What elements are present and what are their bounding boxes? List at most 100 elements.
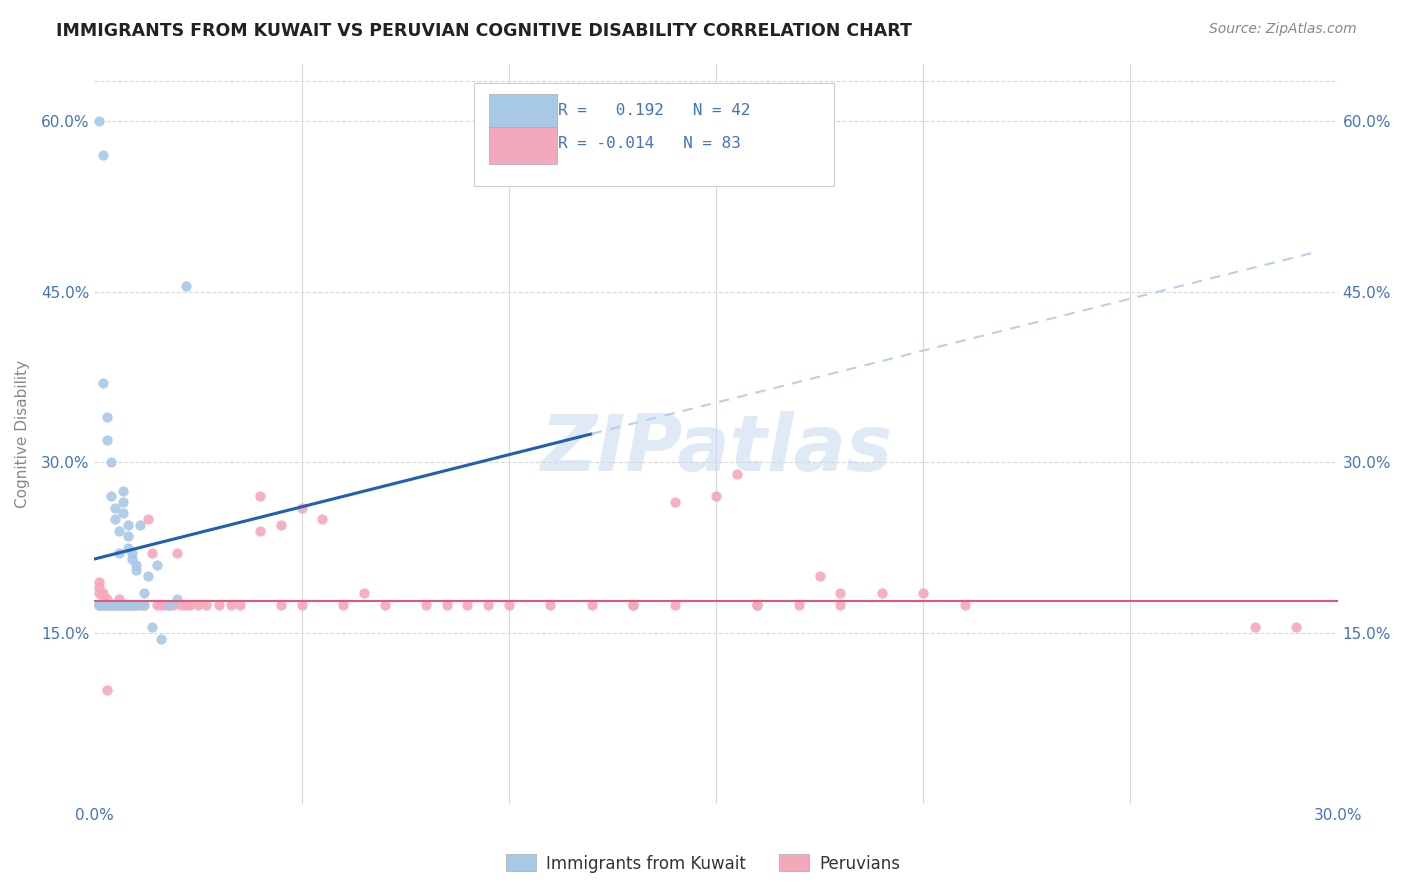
Point [374, 598, 396, 612]
Point [166, 546, 188, 560]
Text: IMMIGRANTS FROM KUWAIT VS PERUVIAN COGNITIVE DISABILITY CORRELATION CHART: IMMIGRANTS FROM KUWAIT VS PERUVIAN COGNI… [56, 22, 912, 40]
Point [87, 598, 110, 612]
Point [117, 598, 139, 612]
Point [87, 598, 110, 612]
Point [91, 148, 114, 162]
Point [91, 586, 114, 600]
Point [91, 376, 114, 390]
Point [125, 598, 148, 612]
Point [104, 598, 127, 612]
Point [117, 598, 139, 612]
Point [174, 279, 197, 293]
Point [96, 598, 118, 612]
Point [104, 598, 127, 612]
Point [87, 574, 110, 589]
Point [112, 598, 135, 612]
Point [117, 529, 139, 543]
Point [96, 409, 118, 424]
Text: Source: ZipAtlas.com: Source: ZipAtlas.com [1209, 22, 1357, 37]
Point [747, 598, 769, 612]
Point [456, 598, 478, 612]
Point [108, 524, 131, 538]
Point [153, 598, 176, 612]
Point [112, 507, 135, 521]
Point [157, 598, 180, 612]
Point [100, 455, 122, 469]
Point [125, 558, 148, 572]
Point [195, 598, 218, 612]
Point [96, 682, 118, 697]
Point [228, 598, 250, 612]
Point [138, 569, 160, 583]
Point [219, 598, 242, 612]
Point [1243, 620, 1265, 634]
Point [311, 512, 333, 526]
Point [129, 517, 152, 532]
Point [121, 552, 143, 566]
Point [87, 586, 110, 600]
Point [91, 591, 114, 606]
Point [108, 598, 131, 612]
Point [830, 598, 852, 612]
Point [1285, 620, 1308, 634]
Point [808, 569, 831, 583]
Point [125, 598, 148, 612]
Point [96, 591, 118, 606]
Point [100, 598, 122, 612]
Legend: Immigrants from Kuwait, Peruvians: Immigrants from Kuwait, Peruvians [499, 847, 907, 880]
Point [87, 598, 110, 612]
Point [179, 598, 201, 612]
Point [830, 586, 852, 600]
Point [100, 598, 122, 612]
Point [96, 433, 118, 447]
Point [157, 598, 180, 612]
Point [249, 524, 271, 538]
Point [208, 598, 231, 612]
Point [787, 598, 810, 612]
Point [581, 598, 603, 612]
Point [870, 586, 893, 600]
Point [664, 495, 686, 509]
Point [145, 558, 167, 572]
Point [291, 500, 314, 515]
Text: ZIPatlas: ZIPatlas [540, 410, 893, 487]
Point [149, 632, 172, 646]
Point [912, 586, 935, 600]
Point [141, 620, 163, 634]
Point [249, 490, 271, 504]
Point [436, 598, 458, 612]
Point [134, 586, 156, 600]
Point [415, 598, 437, 612]
Point [91, 598, 114, 612]
Point [725, 467, 748, 481]
Point [477, 598, 499, 612]
Point [953, 598, 976, 612]
Point [117, 598, 139, 612]
Point [108, 598, 131, 612]
Text: R = -0.014   N = 83: R = -0.014 N = 83 [558, 136, 741, 152]
Point [117, 517, 139, 532]
Point [134, 598, 156, 612]
Point [145, 598, 167, 612]
Point [104, 598, 127, 612]
Point [108, 598, 131, 612]
Point [747, 598, 769, 612]
FancyBboxPatch shape [488, 127, 557, 164]
Point [332, 598, 354, 612]
Point [141, 546, 163, 560]
Point [100, 598, 122, 612]
Point [112, 598, 135, 612]
Point [96, 598, 118, 612]
Point [538, 598, 561, 612]
Point [621, 598, 644, 612]
Point [100, 598, 122, 612]
Point [162, 598, 184, 612]
Point [704, 490, 727, 504]
Point [87, 114, 110, 128]
Point [104, 598, 127, 612]
Point [291, 598, 314, 612]
Point [121, 598, 143, 612]
Point [87, 581, 110, 595]
Point [129, 598, 152, 612]
Point [104, 512, 127, 526]
